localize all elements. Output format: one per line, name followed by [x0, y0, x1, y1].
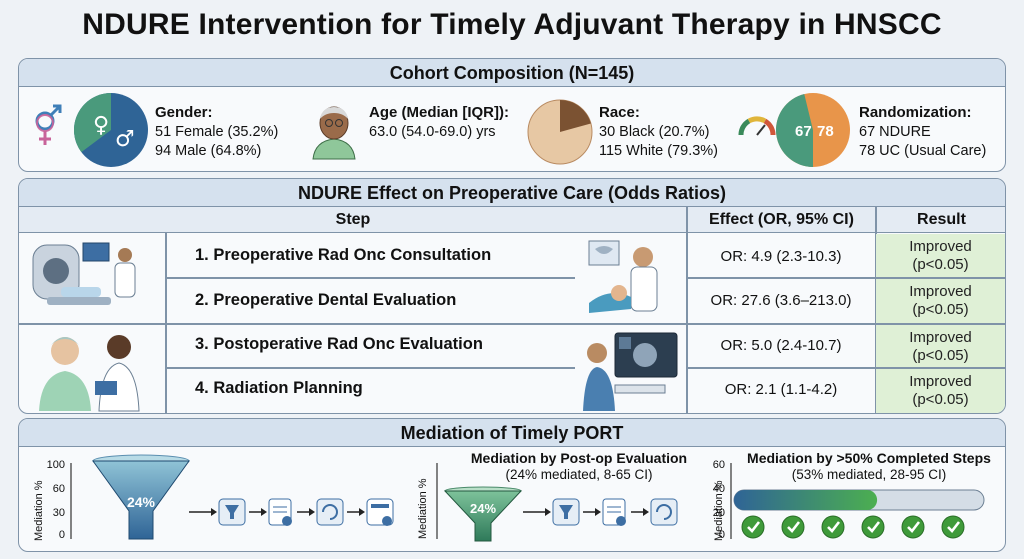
- panel3-progress-bar: [733, 489, 985, 511]
- randomization-ndure-text: 67 NDURE: [859, 124, 931, 140]
- randomization-ndure-slice: [776, 94, 813, 167]
- check-circle-icon: [781, 515, 805, 539]
- step-row-1-label: 1. Preoperative Rad Onc Consultation: [195, 246, 492, 264]
- panel2-ylabel: Mediation %: [417, 478, 429, 539]
- elderly-person-icon: [312, 106, 356, 160]
- result-row-4: Improved (p<0.05): [876, 369, 1005, 413]
- male-symbol-icon: ♂: [115, 127, 135, 152]
- panel3-tick-40: 40: [712, 483, 725, 495]
- check-circle-icon: [941, 515, 965, 539]
- panel2-title: Mediation by Post-op Evaluation: [470, 450, 688, 466]
- race-black-slice: [560, 100, 591, 132]
- panel1-tick-100: 100: [46, 459, 65, 471]
- panel3-tick-60: 60: [712, 459, 725, 471]
- panel3-checkmarks: [741, 515, 965, 539]
- result-row-3: Improved (p<0.05): [876, 325, 1005, 367]
- randomization-ndure-count: 67: [795, 123, 812, 140]
- panel1-funnel-icon: 24%: [92, 454, 190, 540]
- race-black-text: 30 Black (20.7%): [599, 124, 710, 140]
- or-row-2: OR: 27.6 (3.6–213.0): [710, 292, 852, 309]
- step-row-2-label: 2. Preoperative Dental Evaluation: [195, 291, 457, 309]
- mediation-panel: Mediation of Timely PORT Mediation % 100…: [18, 418, 1006, 552]
- cohort-heading: Cohort Composition (N=145): [19, 59, 1005, 87]
- or-row-4: OR: 2.1 (1.1-4.2): [724, 381, 838, 398]
- gender-female-slice: [73, 93, 111, 153]
- mediation-heading: Mediation of Timely PORT: [19, 419, 1005, 447]
- race-label: Race:: [599, 104, 640, 121]
- radiotherapy-machine-illustration: [32, 242, 136, 305]
- randomization-uc-count: 78: [817, 123, 834, 140]
- or-row-3: OR: 5.0 (2.4-10.7): [720, 337, 842, 354]
- check-circle-icon: [901, 515, 925, 539]
- panel2-funnel-label: 24%: [470, 501, 496, 516]
- column-header-effect: Effect (OR, 95% CI): [687, 207, 876, 233]
- female-symbol-icon: ♀: [93, 113, 109, 138]
- result-row-1: Improved (p<0.05): [876, 234, 1005, 277]
- panel1-funnel-label: 24%: [127, 494, 156, 510]
- cohort-panel: Cohort Composition (N=145) ♀ ♂ Gender: 5…: [18, 58, 1006, 172]
- column-header-result: Result: [876, 207, 1005, 233]
- panel2-title-block: Mediation by Post-op Evaluation (24% med…: [439, 450, 719, 483]
- randomization-label: Randomization:: [859, 104, 972, 121]
- panel3-title-block: Mediation by >50% Completed Steps (53% m…: [731, 450, 1005, 483]
- check-circle-icon: [861, 515, 885, 539]
- radiation-planning-illustration: [583, 332, 678, 411]
- doctor-patient-illustration: [39, 335, 140, 412]
- randomization-uc-text: 78 UC (Usual Care): [859, 143, 987, 159]
- age-label: Age (Median [IQR]):: [369, 104, 509, 121]
- randomization-pie-chart: 67 78: [776, 93, 850, 167]
- gauge-icon: [738, 116, 776, 136]
- gender-symbols-icon: [35, 104, 62, 145]
- race-white-text: 115 White (79.3%): [599, 143, 719, 159]
- step-row-3-label: 3. Postoperative Rad Onc Evaluation: [195, 335, 483, 353]
- panel3-tick-20: 20: [712, 507, 725, 519]
- gender-male-text: 94 Male (64.8%): [155, 143, 262, 159]
- panel3-title: Mediation by >50% Completed Steps: [747, 450, 991, 466]
- panel3-tick-0: 0: [718, 529, 725, 541]
- age-value-text: 63.0 (54.0-69.0) yrs: [369, 124, 496, 140]
- panel2-funnel-icon: 24%: [443, 486, 523, 542]
- panel1-tick-0: 0: [58, 529, 65, 541]
- panel3-subtitle: (53% mediated, 28-95 CI): [791, 467, 947, 482]
- panel1-steps-flow: [189, 498, 394, 526]
- column-header-step: Step: [19, 207, 687, 233]
- panel2-subtitle: (24% mediated, 8-65 CI): [505, 467, 653, 482]
- or-row-1: OR: 4.9 (2.3-10.3): [720, 248, 842, 265]
- odds-ratio-panel: NDURE Effect on Preoperative Care (Odds …: [18, 178, 1006, 414]
- panel1-tick-30: 30: [52, 507, 65, 519]
- dental-exam-illustration: [588, 240, 658, 313]
- result-row-2: Improved (p<0.05): [876, 279, 1005, 323]
- panel3-progress-fill: [734, 490, 878, 510]
- page-title: NDURE Intervention for Timely Adjuvant T…: [82, 8, 942, 41]
- gender-pie-chart: ♀ ♂: [73, 93, 148, 167]
- step-row-4-label: 4. Radiation Planning: [195, 379, 363, 397]
- check-circle-icon: [821, 515, 845, 539]
- panel2-steps-flow: [523, 498, 678, 526]
- check-circle-icon: [741, 515, 765, 539]
- race-pie-chart: [527, 99, 593, 165]
- gender-label: Gender:: [155, 104, 213, 121]
- panel1-tick-60: 60: [52, 483, 65, 495]
- gender-female-text: 51 Female (35.2%): [155, 124, 279, 140]
- odds-heading: NDURE Effect on Preoperative Care (Odds …: [19, 179, 1005, 207]
